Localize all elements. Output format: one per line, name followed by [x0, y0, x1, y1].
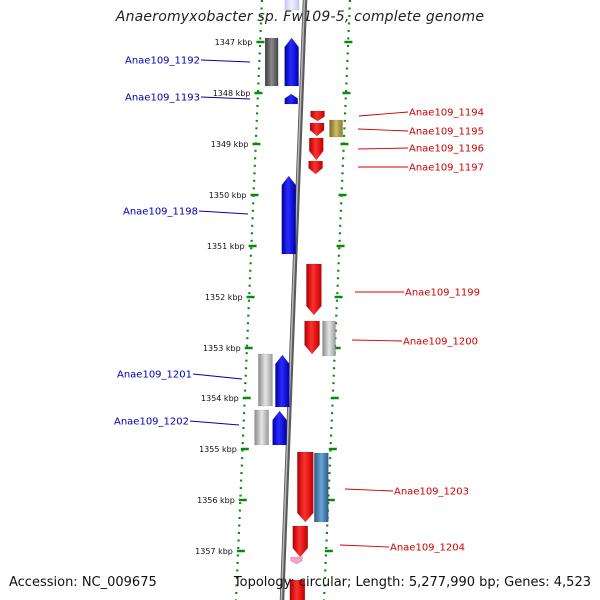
gene-shape-olive: [329, 119, 343, 138]
genome-title: Anaeromyxobacter sp. Fw109-5, complete g…: [115, 9, 485, 25]
gene-label-anae109-1203[interactable]: Anae109_1203: [394, 487, 469, 498]
gene-shape-pink: [290, 556, 303, 565]
gene-shape-anae109-1200: [304, 320, 320, 355]
gene-shape-anae109-1203: [297, 451, 314, 523]
gene-shape-red: [289, 579, 306, 600]
gene-label-anae109-1194[interactable]: Anae109_1194: [409, 108, 484, 119]
gene-leader-line: [189, 420, 240, 426]
gene-label-anae109-1201[interactable]: Anae109_1201: [117, 370, 192, 381]
gene-leader-line: [200, 96, 251, 100]
tick-label: 1356 kbp: [197, 496, 235, 505]
tick-label: 1354 kbp: [201, 394, 239, 403]
gene-label-anae109-1195[interactable]: Anae109_1195: [409, 127, 484, 138]
gene-label-anae109-1204[interactable]: Anae109_1204: [390, 543, 465, 554]
scale-dotted-lines: [234, 0, 352, 600]
gene-shape-gray: [254, 409, 269, 446]
gene-label-anae109-1199[interactable]: Anae109_1199: [405, 288, 480, 299]
gene-leader-line: [357, 147, 409, 150]
gene-label-anae109-1198[interactable]: Anae109_1198: [123, 207, 198, 218]
gene-leader-line: [198, 210, 249, 215]
gene-shape-anae109-1204: [292, 525, 309, 558]
gene-shape-pale: [284, 0, 300, 11]
gene-leader-line: [358, 111, 409, 117]
gene-leader-line: [357, 128, 409, 132]
gene-shape-anae109-1197: [308, 160, 323, 175]
gene-leader-line: [192, 373, 243, 380]
left-scale-line: [234, 0, 264, 600]
gene-shape-anae109-1202: [272, 410, 287, 446]
tick-label: 1355 kbp: [199, 445, 237, 454]
gene-label-anae109-1192[interactable]: Anae109_1192: [125, 56, 200, 67]
genome-backbone: [279, 0, 308, 600]
gene-shape-steel: [314, 452, 329, 523]
tick-label: 1347 kbp: [215, 38, 253, 47]
gene-leader-line: [200, 59, 251, 63]
tick-label: 1348 kbp: [213, 89, 251, 98]
gene-shape-anae109-1192: [284, 37, 299, 87]
gene-leader-line: [351, 339, 403, 342]
tick-label: 1357 kbp: [195, 547, 233, 556]
gene-leader-line: [339, 544, 390, 548]
tick-label: 1351 kbp: [207, 242, 245, 251]
gene-shape-anae109-1198: [281, 175, 297, 255]
accession-text: Accession: NC_009675: [9, 575, 157, 590]
gene-leader-line: [344, 488, 394, 492]
tick-label: 1352 kbp: [205, 293, 243, 302]
gene-label-anae109-1200[interactable]: Anae109_1200: [403, 337, 478, 348]
gene-shape-anae109-1201: [275, 354, 290, 408]
gene-shape-anae109-1196: [308, 137, 324, 161]
gene-label-anae109-1202[interactable]: Anae109_1202: [114, 417, 189, 428]
gene-shape-dark: [264, 37, 279, 87]
gene-shape-anae109-1199: [306, 263, 322, 316]
gene-shape-anae109-1193: [284, 93, 299, 105]
gene-shape-anae109-1194: [310, 110, 325, 122]
right-scale-line: [322, 0, 352, 600]
gene-label-anae109-1193[interactable]: Anae109_1193: [125, 93, 200, 104]
tick-label: 1350 kbp: [209, 191, 247, 200]
gene-label-anae109-1196[interactable]: Anae109_1196: [409, 144, 484, 155]
gene-shape-gray: [322, 320, 336, 357]
gene-shape-anae109-1195: [309, 122, 325, 137]
gene-shape-gray: [258, 353, 273, 407]
tick-label: 1353 kbp: [203, 344, 241, 353]
tick-label: 1349 kbp: [211, 140, 249, 149]
genome-summary-text: Topology: circular; Length: 5,277,990 bp…: [233, 575, 591, 590]
gene-label-anae109-1197[interactable]: Anae109_1197: [409, 163, 484, 174]
